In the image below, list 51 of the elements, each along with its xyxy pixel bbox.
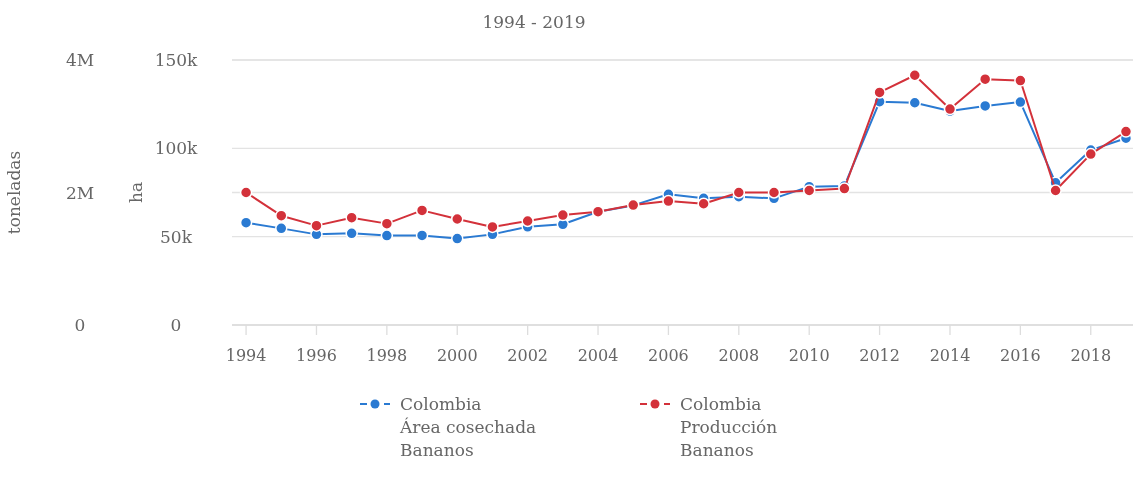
point bbox=[978, 72, 992, 86]
point bbox=[908, 68, 922, 82]
point bbox=[521, 214, 534, 228]
point bbox=[380, 217, 394, 230]
x-tick-label: 1994 bbox=[225, 346, 267, 365]
x-tick-label: 2002 bbox=[507, 346, 548, 365]
y-tick-label: 150k bbox=[154, 50, 199, 70]
y-tick-label: 0 bbox=[170, 315, 182, 335]
x-tick-label: 2012 bbox=[859, 346, 900, 365]
point bbox=[978, 99, 992, 113]
point bbox=[415, 229, 429, 242]
y2-tick-label: 0 bbox=[74, 315, 86, 335]
x-tick-label: 1996 bbox=[296, 346, 337, 365]
legend-label: Colombia Producción Bananos bbox=[680, 394, 778, 460]
point bbox=[1014, 95, 1027, 109]
x-tick-label: 2000 bbox=[436, 346, 478, 365]
chart-title: 1994 - 2019 bbox=[482, 12, 586, 32]
y2-tick-label: 4M bbox=[65, 50, 95, 70]
y2-tick-label: 2M bbox=[65, 182, 95, 203]
legend-label: Colombia Área cosechada Bananos bbox=[399, 394, 537, 460]
y-tick-label: 50k bbox=[160, 226, 193, 247]
point bbox=[239, 216, 253, 229]
y-axis-title: ha bbox=[126, 181, 146, 204]
x-tick-label: 2008 bbox=[718, 346, 760, 365]
x-tick-label: 2016 bbox=[1000, 346, 1041, 365]
point bbox=[1119, 125, 1133, 138]
point bbox=[415, 204, 429, 217]
point bbox=[451, 232, 464, 245]
point bbox=[1084, 147, 1098, 161]
point bbox=[451, 212, 464, 226]
point bbox=[732, 186, 746, 199]
point bbox=[873, 86, 886, 99]
x-tick-label: 2014 bbox=[929, 346, 971, 365]
point bbox=[802, 184, 816, 197]
point bbox=[697, 197, 710, 211]
x-tick-label: 2006 bbox=[648, 346, 689, 365]
point bbox=[662, 194, 675, 208]
x-tick-label: 1998 bbox=[366, 346, 408, 365]
y2-axis-title: toneladas bbox=[4, 150, 24, 235]
point bbox=[556, 208, 570, 222]
point bbox=[380, 229, 394, 242]
y-tick-label: 100k bbox=[154, 138, 199, 159]
point bbox=[1049, 184, 1062, 197]
point bbox=[239, 186, 253, 199]
x-tick-label: 2004 bbox=[577, 346, 619, 365]
x-tick-label: 2010 bbox=[788, 346, 830, 365]
point bbox=[908, 96, 922, 109]
point bbox=[1014, 74, 1027, 87]
point bbox=[486, 220, 499, 234]
x-tick-label: 2018 bbox=[1070, 346, 1112, 365]
point bbox=[767, 186, 781, 199]
